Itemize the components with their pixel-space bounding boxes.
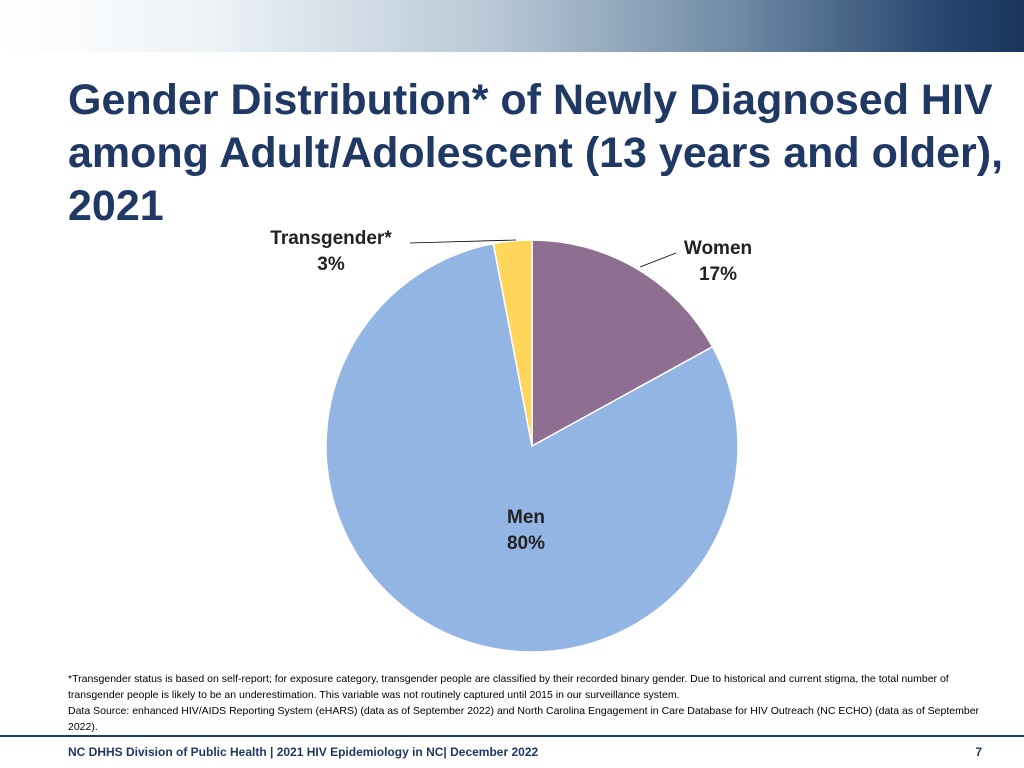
slice-label-transgender: Transgender* [270, 228, 392, 249]
pie-slice-men [325, 242, 739, 653]
pie-slice-women [531, 239, 714, 448]
pie-slices [325, 239, 739, 653]
slice-value-women: 17% [699, 264, 737, 285]
top-banner [0, 0, 1024, 52]
footnote: *Transgender status is based on self-rep… [68, 671, 988, 735]
page-number: 7 [975, 745, 982, 759]
pie-labels: Women 17% Men 80% Transgender* 3% [270, 228, 752, 554]
slice-label-women: Women [684, 238, 752, 259]
pie-slice-transgender [492, 239, 533, 447]
footer-divider [0, 735, 1024, 737]
slice-label-men: Men [507, 507, 545, 528]
slice-value-transgender: 3% [317, 254, 345, 275]
leader-line-women [639, 252, 677, 268]
slide-title: Gender Distribution* of Newly Diagnosed … [68, 76, 1004, 230]
leader-line-transgender [409, 239, 517, 244]
slice-value-men: 80% [507, 533, 545, 554]
footer-text: NC DHHS Division of Public Health | 2021… [68, 745, 539, 759]
footnote-data-source: Data Source: enhanced HIV/AIDS Reporting… [68, 705, 980, 733]
footnote-transgender: *Transgender status is based on self-rep… [68, 673, 949, 701]
